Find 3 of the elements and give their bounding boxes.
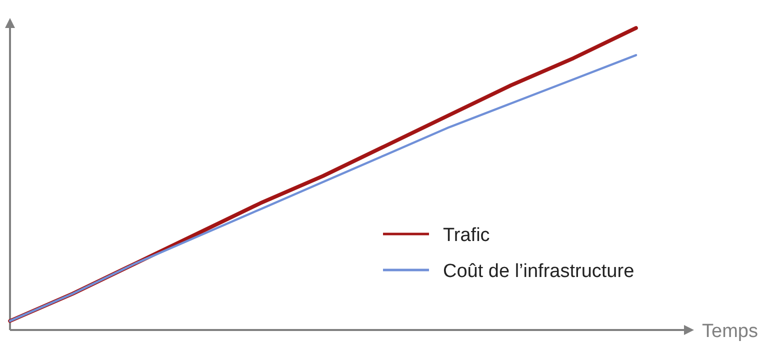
legend-label: Trafic [443, 225, 490, 246]
legend-label: Coût de l’infrastructure [443, 261, 634, 282]
x-axis-title: Temps [702, 321, 758, 342]
